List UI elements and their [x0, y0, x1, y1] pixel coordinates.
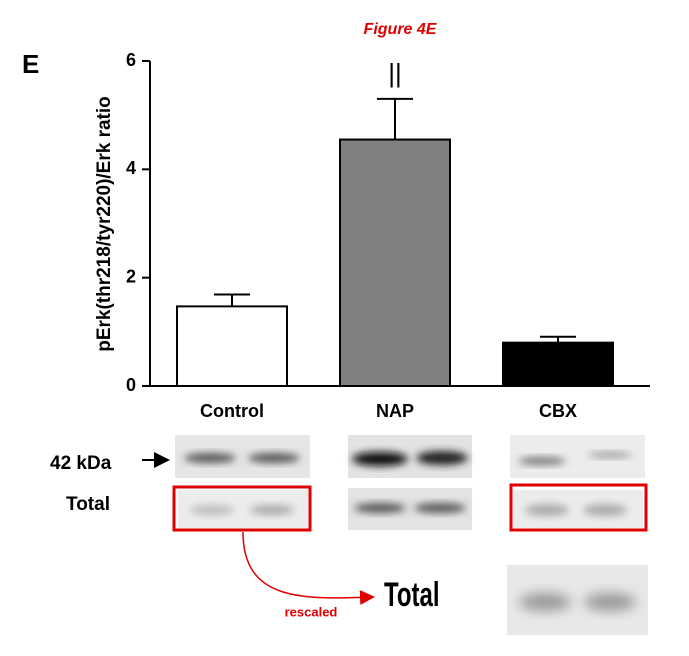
total-label: Total — [66, 494, 110, 515]
band — [184, 453, 236, 463]
y-tick-label: 2 — [126, 266, 136, 286]
band — [584, 593, 636, 611]
band — [519, 593, 571, 611]
y-tick-label: 0 — [126, 375, 136, 395]
annotation: rescaled — [285, 604, 338, 619]
panel-label: E — [22, 49, 39, 79]
band — [416, 451, 468, 465]
band — [190, 505, 234, 515]
band — [352, 452, 408, 466]
x-tick-label: Control — [200, 401, 264, 421]
y-tick-label: 4 — [126, 158, 136, 178]
rescaled-label: Total — [384, 576, 440, 614]
band — [525, 504, 569, 516]
rescale-arrow — [242, 531, 375, 605]
bar — [339, 138, 451, 387]
x-tick-label: NAP — [376, 401, 414, 421]
band — [583, 504, 627, 516]
y-axis-label: pErk(thr218/tyr220)/Erk ratio — [94, 96, 115, 352]
figure-title: Figure 4E — [364, 21, 438, 38]
x-tick-label: CBX — [539, 401, 577, 421]
y-tick-label: 6 — [126, 50, 136, 70]
highlight-box — [172, 485, 312, 532]
band-label: 42 kDa — [50, 453, 112, 474]
blots — [142, 435, 648, 635]
band — [588, 452, 632, 458]
bar — [502, 341, 614, 387]
band — [248, 453, 300, 463]
highlight-box — [509, 483, 648, 532]
band — [354, 503, 406, 513]
band — [414, 503, 466, 513]
band — [250, 505, 294, 515]
significance-label: || — [388, 58, 402, 88]
bar — [176, 305, 288, 387]
band — [518, 457, 566, 465]
